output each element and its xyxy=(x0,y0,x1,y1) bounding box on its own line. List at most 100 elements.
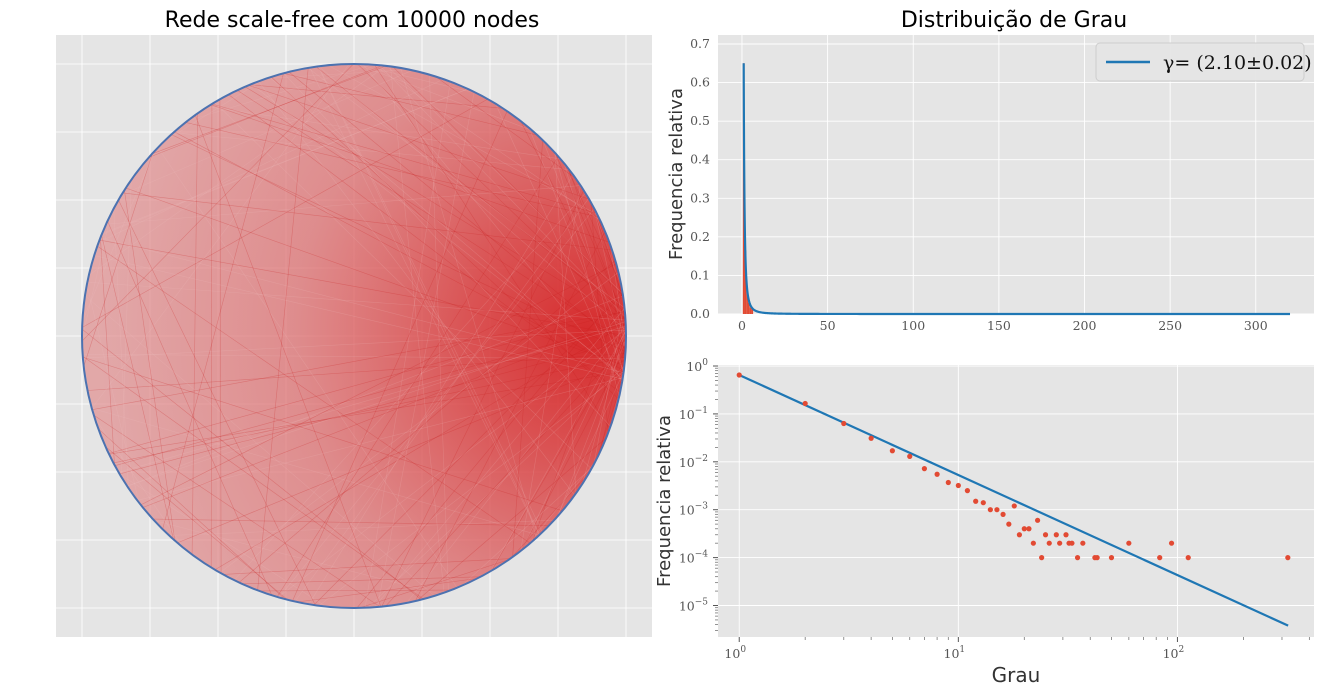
network-edge xyxy=(97,245,531,544)
network-edge xyxy=(105,446,288,601)
network-edge xyxy=(171,134,626,352)
loglog-y-tick-label: 10−2 xyxy=(679,454,708,470)
network-edge xyxy=(367,365,625,608)
network-edge xyxy=(591,203,624,300)
histogram-y-tick-label: 0.2 xyxy=(690,229,710,244)
loglog-point xyxy=(964,488,971,494)
network-edge xyxy=(154,520,441,595)
network-edge xyxy=(372,64,601,221)
loglog-point xyxy=(1063,532,1069,538)
network-edge xyxy=(309,67,540,536)
network-edge xyxy=(125,187,625,366)
loglog-point xyxy=(987,507,993,513)
histogram-bar xyxy=(749,307,752,314)
loglog-point xyxy=(994,507,1000,513)
loglog-y-tick-label: 10−5 xyxy=(679,598,708,614)
network-edge xyxy=(157,147,458,588)
network-edge xyxy=(228,94,621,393)
network-edge xyxy=(582,327,626,484)
network-edge xyxy=(526,460,596,547)
loglog-point xyxy=(1030,540,1036,546)
network-edge xyxy=(173,132,570,170)
network-edge xyxy=(127,295,624,487)
network-edge xyxy=(415,231,606,602)
histogram-x-tick-label: 150 xyxy=(987,318,1011,333)
network-edge xyxy=(521,348,626,551)
loglog-point xyxy=(1039,555,1045,561)
network-edge xyxy=(210,104,610,243)
histogram-bar xyxy=(746,289,748,314)
network-edge xyxy=(237,90,626,343)
loglog-y-ticks: 100 10−1 10−2 10−3 10−4 10−5 xyxy=(679,358,718,631)
legend-box xyxy=(1095,42,1305,82)
network-edge xyxy=(151,65,387,155)
network-edge xyxy=(385,344,626,607)
network-edge xyxy=(94,417,184,549)
network-edge xyxy=(119,474,327,607)
network-edge xyxy=(214,323,626,571)
network-edge xyxy=(283,72,611,427)
loglog-point xyxy=(1057,540,1063,546)
histogram-x-ticks: 0 50 100 150 200 250 300 xyxy=(738,318,1268,333)
network-edge xyxy=(107,220,273,596)
loglog-grid xyxy=(718,365,1314,637)
network-edge xyxy=(386,65,623,294)
network-edge xyxy=(359,559,509,608)
loglog-fit-line xyxy=(738,373,1289,627)
loglog-y-tick-label: 10−1 xyxy=(679,406,708,422)
loglog-point xyxy=(889,448,895,454)
network-edge xyxy=(373,308,625,608)
loglog-point xyxy=(1016,532,1023,538)
loglog-point xyxy=(1042,532,1049,538)
histogram-x-tick-label: 300 xyxy=(1244,318,1268,333)
histogram-y-tick-label: 0.0 xyxy=(690,306,710,321)
network-edge xyxy=(82,213,112,340)
network-edge xyxy=(435,76,577,180)
network-edge xyxy=(556,371,624,518)
loglog-point xyxy=(1168,540,1175,546)
network-edge xyxy=(101,88,469,234)
network-edge xyxy=(528,127,624,373)
loglog-y-tick-label: 10−4 xyxy=(679,550,708,566)
network-edge xyxy=(610,245,626,347)
loglog-point xyxy=(1069,540,1075,546)
network-edge xyxy=(98,78,444,243)
loglog-point xyxy=(907,453,913,459)
network-edge xyxy=(82,98,488,328)
loglog-point xyxy=(1011,503,1017,509)
network-edge xyxy=(177,360,626,544)
network-edge xyxy=(113,208,129,489)
network-edge xyxy=(82,64,354,342)
histogram-y-tick-label: 0.5 xyxy=(690,113,710,128)
network-edge xyxy=(245,86,626,322)
loglog-point xyxy=(1034,517,1041,523)
network-edge xyxy=(392,66,624,296)
network-edge xyxy=(121,179,132,477)
loglog-point xyxy=(1021,526,1027,532)
network-edge xyxy=(390,66,445,593)
loglog-point xyxy=(980,500,986,506)
network-edge xyxy=(557,338,626,517)
network-edge xyxy=(377,91,475,608)
histogram-y-tick-label: 0.1 xyxy=(690,267,710,282)
histogram-panel: Distribuição de Grau 0 50 100 150 200 250 300 … xyxy=(666,8,1314,333)
network-edge xyxy=(381,190,584,607)
loglog-panel: 100 101 102 100 10−1 10−2 10−3 10−4 10−5 Freque… xyxy=(654,358,1314,687)
network-edge xyxy=(315,66,626,313)
network-edge xyxy=(563,163,624,373)
loglog-point xyxy=(736,372,742,378)
network-edge xyxy=(124,190,176,541)
network-edge xyxy=(374,64,611,429)
network-edge xyxy=(98,428,286,600)
network-edge xyxy=(195,114,382,607)
network-edge xyxy=(92,311,625,410)
network-edge xyxy=(555,152,626,322)
network-edge xyxy=(362,64,623,381)
network-edge xyxy=(510,473,589,559)
network-edge xyxy=(238,260,616,583)
loglog-points xyxy=(736,372,1291,561)
network-edge xyxy=(318,66,626,331)
network-edge xyxy=(266,69,409,79)
network-edge xyxy=(294,198,589,602)
network-edges-fill xyxy=(82,64,626,608)
